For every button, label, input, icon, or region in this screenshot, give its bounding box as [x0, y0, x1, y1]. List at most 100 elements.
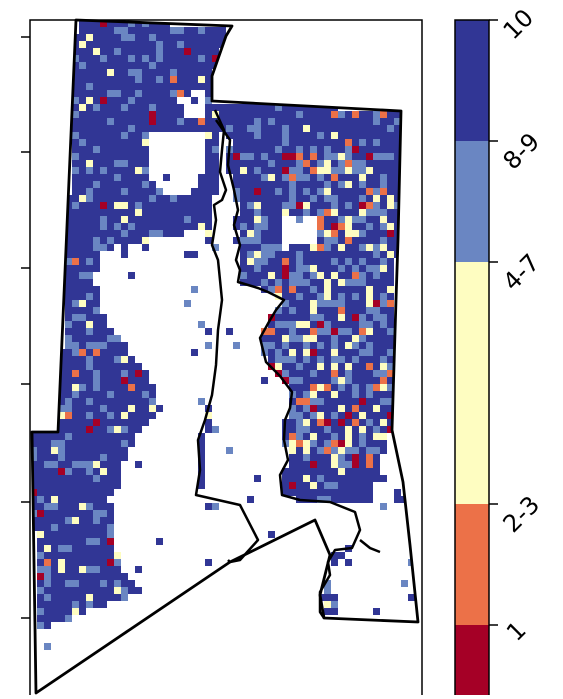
raster-cell — [240, 251, 247, 258]
raster-cell — [338, 181, 345, 188]
raster-cell — [93, 153, 100, 160]
raster-cell — [135, 405, 142, 412]
raster-cell — [107, 594, 114, 601]
raster-cell — [65, 489, 72, 496]
raster-cell — [289, 475, 296, 482]
raster-cell — [324, 398, 331, 405]
raster-cell — [296, 454, 303, 461]
raster-cell — [366, 468, 373, 475]
raster-cell — [247, 202, 254, 209]
raster-cell — [289, 426, 296, 433]
raster-cell — [135, 111, 142, 118]
raster-cell — [331, 440, 338, 447]
raster-cell — [37, 538, 44, 545]
raster-cell — [331, 426, 338, 433]
raster-cell — [324, 202, 331, 209]
raster-cell — [345, 251, 352, 258]
raster-cell — [275, 111, 282, 118]
raster-cell — [352, 244, 359, 251]
raster-cell — [261, 146, 268, 153]
raster-cell — [72, 489, 79, 496]
raster-cell — [282, 132, 289, 139]
raster-cell — [331, 132, 338, 139]
raster-cell — [282, 342, 289, 349]
raster-cell — [156, 104, 163, 111]
raster-cell — [198, 174, 205, 181]
raster-cell — [331, 195, 338, 202]
raster-cell — [128, 580, 135, 587]
raster-cell — [86, 426, 93, 433]
raster-cell — [93, 195, 100, 202]
raster-cell — [205, 209, 212, 216]
raster-cell — [324, 111, 331, 118]
raster-cell — [254, 251, 261, 258]
raster-cell — [282, 251, 289, 258]
raster-cell — [324, 265, 331, 272]
raster-cell — [86, 258, 93, 265]
raster-cell — [37, 440, 44, 447]
raster-cell — [86, 202, 93, 209]
raster-cell — [247, 244, 254, 251]
raster-cell — [79, 433, 86, 440]
raster-cell — [114, 62, 121, 69]
raster-cell — [240, 272, 247, 279]
raster-cell — [254, 209, 261, 216]
raster-cell — [373, 132, 380, 139]
raster-cell — [303, 391, 310, 398]
raster-cell — [86, 363, 93, 370]
raster-cell — [163, 41, 170, 48]
raster-cell — [86, 524, 93, 531]
raster-cell — [142, 230, 149, 237]
raster-cell — [254, 125, 261, 132]
raster-cell — [114, 419, 121, 426]
raster-cell — [163, 223, 170, 230]
raster-cell — [79, 580, 86, 587]
raster-cell — [121, 188, 128, 195]
raster-cell — [72, 237, 79, 244]
raster-cell — [79, 307, 86, 314]
raster-cell — [135, 55, 142, 62]
raster-cell — [387, 426, 394, 433]
raster-cell — [156, 83, 163, 90]
raster-cell — [86, 90, 93, 97]
raster-cell — [86, 447, 93, 454]
raster-cell — [170, 27, 177, 34]
raster-cell — [191, 41, 198, 48]
raster-cell — [324, 272, 331, 279]
raster-cell — [93, 384, 100, 391]
raster-cell — [72, 461, 79, 468]
raster-cell — [100, 454, 107, 461]
raster-cell — [107, 223, 114, 230]
raster-cell — [72, 503, 79, 510]
raster-cell — [107, 153, 114, 160]
raster-cell — [345, 146, 352, 153]
raster-cell — [72, 580, 79, 587]
raster-cell — [205, 90, 212, 97]
raster-cell — [114, 573, 121, 580]
raster-cell — [240, 160, 247, 167]
raster-cell — [51, 461, 58, 468]
raster-cell — [338, 258, 345, 265]
raster-cell — [331, 475, 338, 482]
raster-cell — [128, 426, 135, 433]
raster-cell — [303, 202, 310, 209]
raster-cell — [51, 447, 58, 454]
raster-cell — [324, 188, 331, 195]
raster-cell — [121, 20, 128, 27]
raster-cell — [149, 41, 156, 48]
raster-cell — [303, 412, 310, 419]
raster-cell — [142, 76, 149, 83]
raster-cell — [366, 139, 373, 146]
raster-cell — [86, 370, 93, 377]
raster-cell — [100, 552, 107, 559]
raster-cell — [317, 293, 324, 300]
raster-cell — [100, 146, 107, 153]
raster-cell — [58, 601, 65, 608]
raster-cell — [345, 321, 352, 328]
raster-cell — [324, 391, 331, 398]
raster-cell — [275, 363, 282, 370]
raster-cell — [79, 62, 86, 69]
raster-cell — [79, 69, 86, 76]
region-boundary — [30, 18, 420, 695]
raster-cell — [163, 216, 170, 223]
